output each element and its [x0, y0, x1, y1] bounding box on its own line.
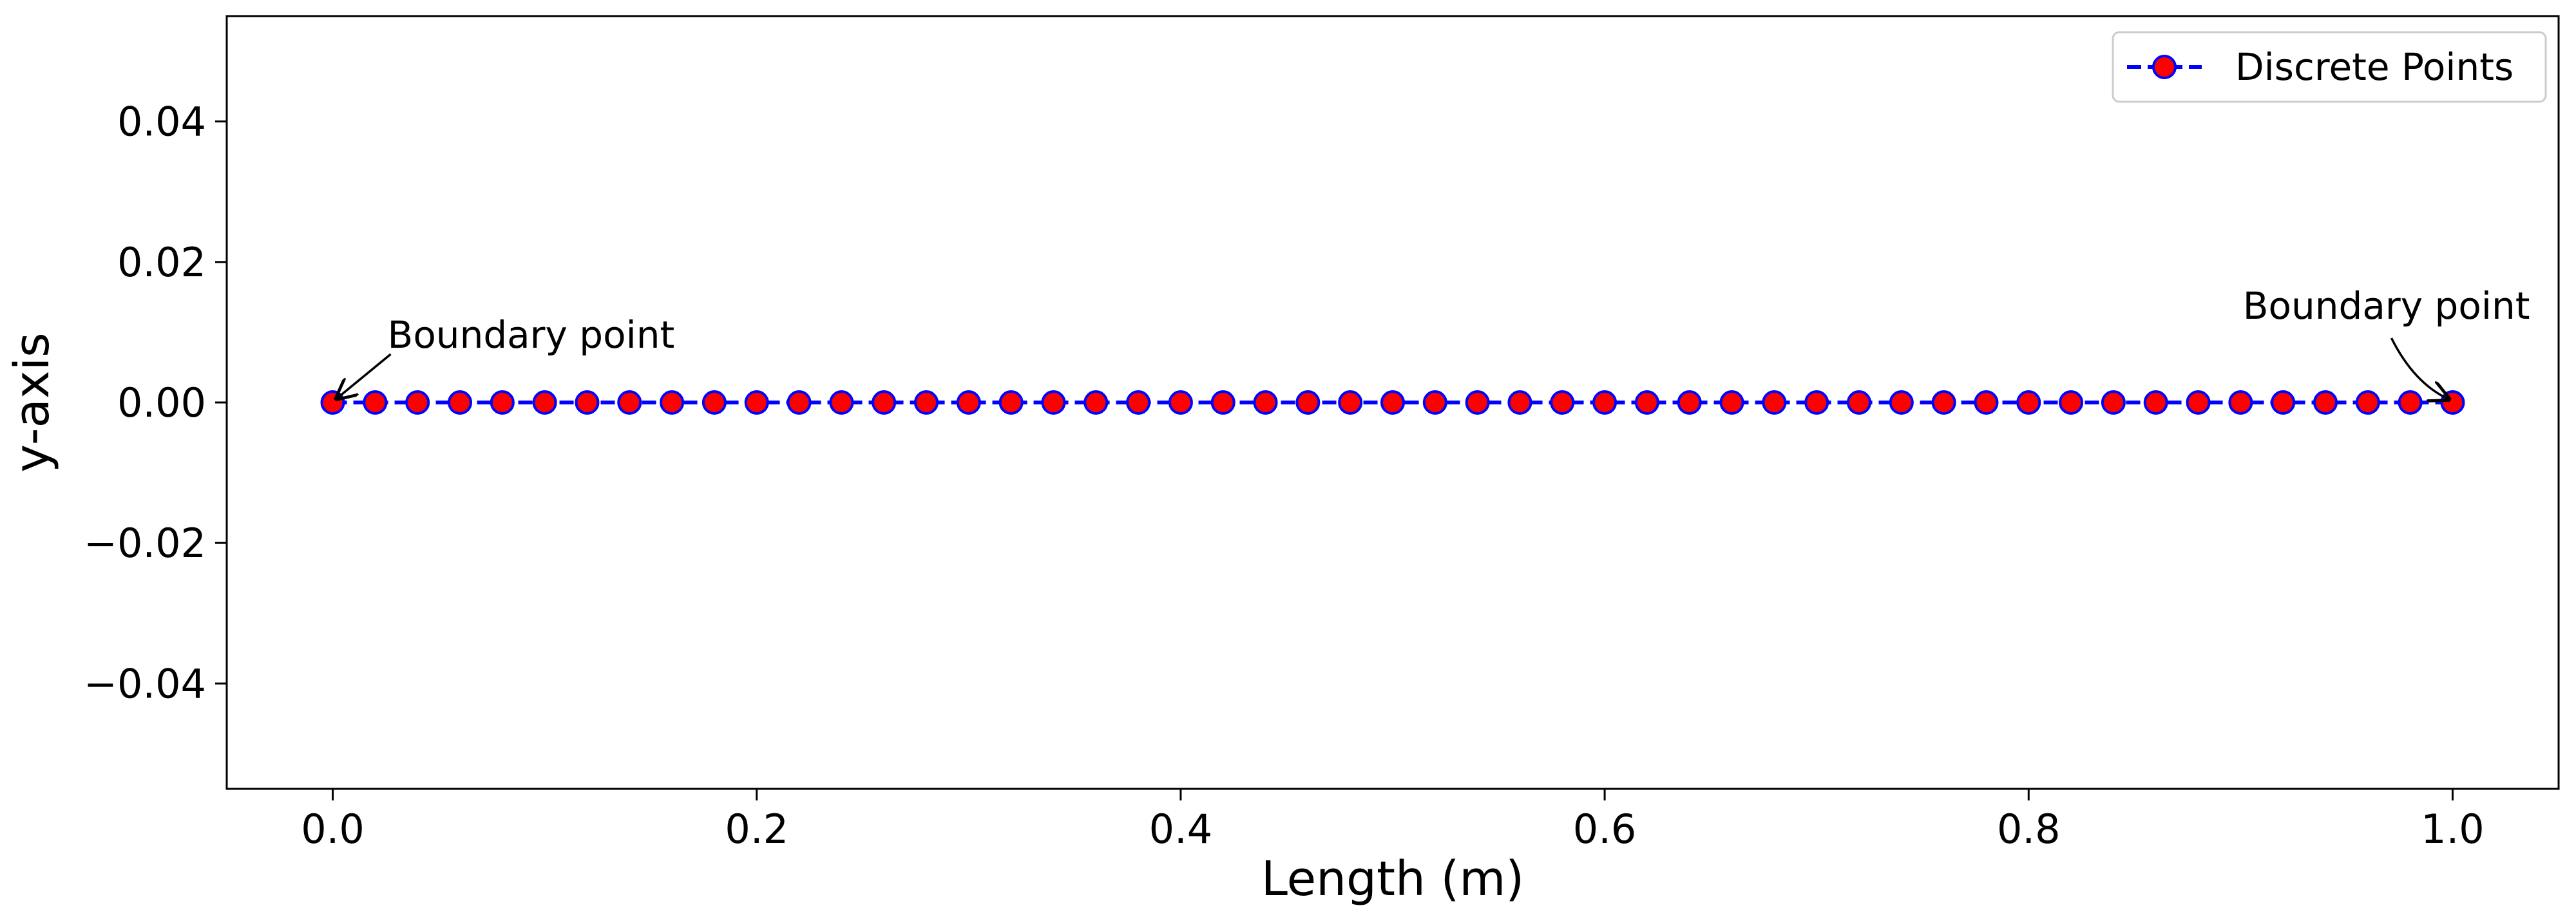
annotation-label: Boundary point	[2243, 284, 2530, 328]
data-point	[1422, 390, 1447, 415]
data-point	[1677, 390, 1702, 415]
data-point	[744, 390, 769, 415]
data-point	[2016, 390, 2041, 415]
legend: Discrete Points	[2112, 31, 2547, 103]
data-point	[2228, 390, 2253, 415]
data-point	[829, 390, 854, 415]
data-point	[872, 390, 897, 415]
legend-label: Discrete Points	[2235, 45, 2514, 89]
data-point	[1210, 390, 1236, 415]
data-point	[448, 390, 472, 415]
data-point	[660, 390, 685, 415]
data-point	[1507, 390, 1532, 415]
data-point	[1889, 390, 1914, 415]
data-point	[1592, 390, 1617, 415]
data-point	[1041, 390, 1066, 415]
data-point	[701, 390, 727, 415]
annotation-arrow	[337, 353, 392, 399]
x-axis: 0.0 0.2 0.4 0.6 0.8 1.0	[301, 789, 2485, 853]
data-point	[2101, 390, 2126, 415]
data-point	[1126, 390, 1151, 415]
data-point	[1804, 390, 1829, 415]
y-axis-label: y-axis	[5, 332, 60, 472]
x-tick-label: 0.2	[725, 806, 788, 853]
data-point	[2186, 390, 2211, 415]
x-tick-label: 1.0	[2421, 806, 2485, 853]
x-tick-label: 0.0	[301, 806, 365, 853]
annotation-label: Boundary point	[388, 313, 675, 357]
x-tick-label: 0.8	[1997, 806, 2061, 853]
data-point	[787, 390, 812, 415]
annotation-arrow	[2390, 337, 2448, 399]
legend-marker-swatch	[2152, 55, 2177, 79]
data-point	[1974, 390, 1999, 415]
data-point	[1931, 390, 1956, 415]
data-point	[2271, 390, 2296, 415]
y-axis: 0.04 0.02 0.00 −0.02 −0.04	[84, 99, 227, 707]
data-point	[914, 390, 939, 415]
data-point	[1847, 390, 1871, 415]
series-layer	[320, 390, 2465, 415]
data-point	[490, 390, 515, 415]
data-point	[2398, 390, 2423, 415]
y-tick-label: −0.04	[84, 660, 206, 707]
data-point	[2440, 390, 2465, 415]
data-point	[1550, 390, 1575, 415]
data-point	[532, 390, 557, 415]
data-point	[405, 390, 430, 415]
data-point	[1338, 390, 1363, 415]
y-tick-label: −0.02	[84, 520, 206, 567]
data-point	[956, 390, 981, 415]
data-point	[1253, 390, 1278, 415]
annotation-layer: Boundary point Boundary point	[337, 284, 2530, 399]
data-point	[1762, 390, 1787, 415]
data-point	[1380, 390, 1405, 415]
y-tick-label: 0.02	[117, 239, 206, 286]
legend-box	[2112, 31, 2547, 103]
data-point	[2059, 390, 2084, 415]
y-tick-label: 0.04	[117, 99, 206, 146]
data-point	[1295, 390, 1321, 415]
data-point	[1634, 390, 1659, 415]
data-point	[2313, 390, 2338, 415]
data-point	[1168, 390, 1193, 415]
x-tick-label: 0.6	[1573, 806, 1637, 853]
data-point	[2143, 390, 2168, 415]
y-tick-label: 0.00	[117, 379, 206, 426]
data-point	[2355, 390, 2380, 415]
data-point	[998, 390, 1024, 415]
data-point	[617, 390, 642, 415]
data-point	[575, 390, 600, 415]
x-tick-label: 0.4	[1149, 806, 1213, 853]
data-point	[1083, 390, 1109, 415]
data-point	[1719, 390, 1744, 415]
data-point	[1465, 390, 1490, 415]
data-point	[363, 390, 388, 415]
x-axis-label: Length (m)	[1261, 851, 1525, 907]
